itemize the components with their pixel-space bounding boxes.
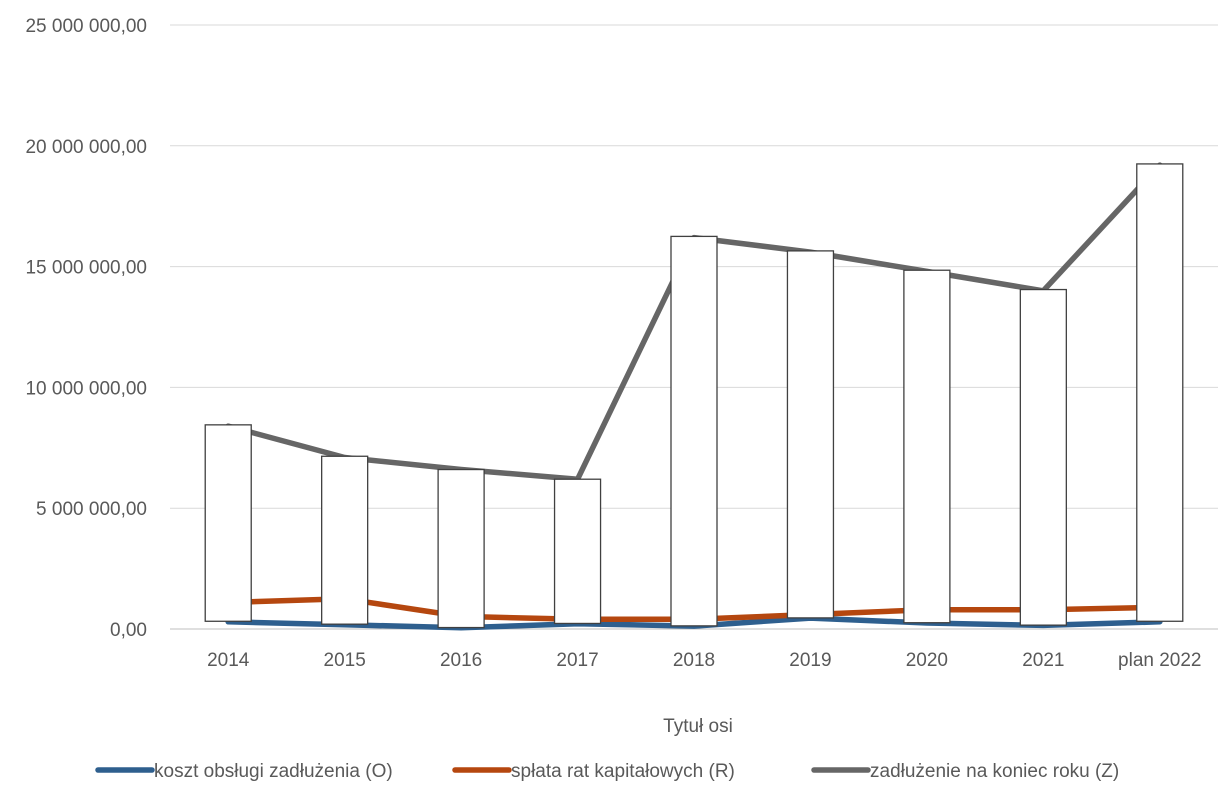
legend-label: koszt obsługi zadłużenia (O) — [154, 761, 393, 781]
y-tick-label: 15 000 000,00 — [25, 258, 147, 279]
x-tick-label: 2018 — [673, 650, 715, 671]
x-tick-label: 2020 — [906, 650, 948, 671]
x-tick-label: plan 2022 — [1118, 650, 1201, 671]
x-tick-label: 2019 — [789, 650, 831, 671]
x-tick-label: 2017 — [556, 650, 598, 671]
y-axis-tick-labels: 0,00 5 000 000,00 10 000 000,00 15 000 000,… — [25, 16, 147, 641]
overlay-box — [553, 478, 602, 625]
y-tick-label: 10 000 000,00 — [25, 378, 147, 399]
overlay-box — [1019, 288, 1067, 626]
legend-label: zadłużenie na koniec roku (Z) — [870, 761, 1119, 781]
y-tick-label: 20 000 000,00 — [25, 137, 147, 158]
x-axis-title: Tytuł osi — [663, 716, 733, 737]
overlay-box — [903, 269, 951, 624]
y-tick-label: 0,00 — [110, 620, 147, 641]
overlay-box — [437, 468, 485, 629]
overlay-box — [1136, 163, 1184, 622]
overlay-box — [786, 250, 835, 619]
x-tick-label: 2016 — [440, 650, 482, 671]
y-tick-label: 25 000 000,00 — [25, 16, 147, 37]
x-tick-label: 2014 — [207, 650, 250, 671]
legend-label: spłata rat kapitałowych (R) — [511, 761, 735, 781]
overlay-box — [321, 455, 369, 625]
x-tick-label: 2015 — [324, 650, 366, 671]
y-tick-label: 5 000 000,00 — [36, 499, 147, 520]
overlay-box — [670, 235, 718, 627]
legend: koszt obsługi zadłużenia (O) spłata rat k… — [95, 761, 1119, 782]
overlay-box — [204, 424, 252, 622]
x-tick-label: 2021 — [1022, 650, 1064, 671]
overlay-boxes — [204, 163, 1184, 629]
x-axis-tick-labels: 2014 2015 2016 2017 2018 2019 2020 2021 plan 202… — [207, 650, 1201, 671]
